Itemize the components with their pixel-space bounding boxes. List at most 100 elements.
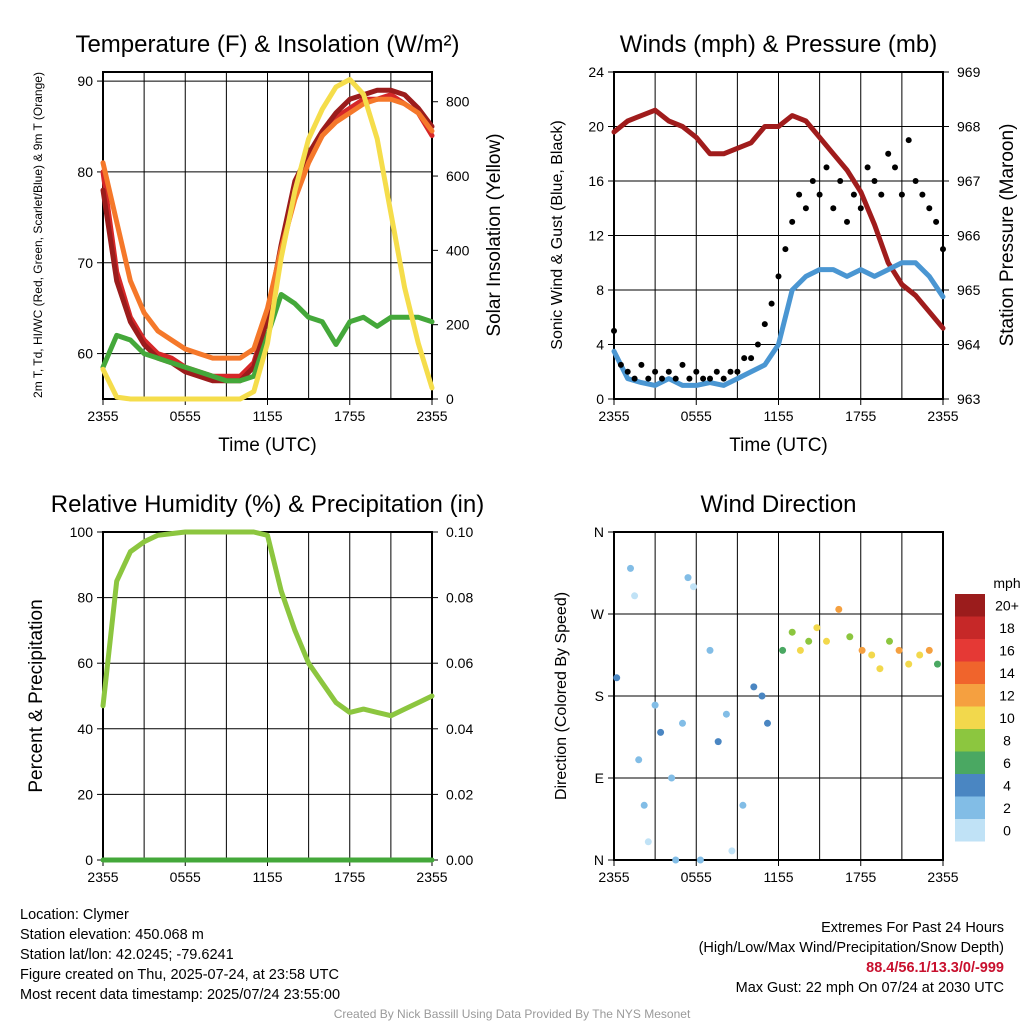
gust-point (631, 375, 638, 382)
gust-point (837, 178, 844, 184)
gust-point (775, 273, 782, 280)
created-text: Figure created on Thu, 2025-07-24, at 23… (20, 967, 339, 983)
series-line (100, 96, 435, 361)
gust-point (693, 368, 700, 375)
series-line (100, 529, 435, 719)
direction-point (858, 646, 866, 654)
y2-tick-label: 0.06 (446, 655, 473, 671)
chart-title: Temperature (F) & Insolation (W/m²) (75, 31, 459, 58)
extremes-subtitle: (High/Low/Max Wind/Precipitation/Snow De… (698, 940, 1004, 956)
colorbar-swatch (955, 796, 985, 819)
direction-point (868, 651, 876, 659)
extremes-title: Extremes For Past 24 Hours (821, 920, 1004, 936)
direction-point (876, 665, 884, 673)
y2-tick-label: 965 (957, 282, 981, 298)
speed-colorbar: mph 20+ 18 16 14 12 10 8 6 4 2 0 (955, 575, 1021, 842)
y2-tick-label: 966 (957, 228, 981, 244)
gust-point (645, 375, 652, 382)
gust-point (789, 218, 796, 225)
colorbar-swatch (955, 639, 985, 662)
y2-tick-label: 600 (446, 168, 470, 184)
direction-point (779, 646, 787, 654)
gust-point (864, 164, 871, 171)
credit-text: Created By Nick Bassill Using Data Provi… (333, 1007, 691, 1021)
y2-tick-label: 969 (957, 64, 981, 80)
direction-point (679, 719, 686, 727)
gust-point (727, 368, 734, 375)
gust-point (611, 327, 617, 334)
gust-point (700, 375, 707, 382)
y-tick-label: 80 (77, 590, 93, 606)
latlon-text: Station lat/lon: 42.0245; -79.6241 (20, 947, 234, 963)
direction-point (657, 728, 665, 736)
x-tick-label: 1755 (845, 869, 876, 885)
direction-point (813, 624, 821, 632)
y2-tick-label: 968 (957, 119, 981, 135)
plot-border (613, 71, 944, 400)
gust-point (665, 368, 672, 375)
direction-point (925, 646, 933, 654)
direction-point (684, 574, 692, 582)
x-axis-label: Time (UTC) (729, 435, 828, 456)
gust-point (652, 368, 659, 375)
extremes-values: 88.4/56.1/13.3/0/-999 (866, 960, 1004, 976)
x-tick-label: 2355 (416, 869, 447, 885)
chart-title: Winds (mph) & Pressure (mb) (620, 31, 937, 58)
colorbar-swatch (955, 661, 985, 684)
direction-point (728, 847, 736, 855)
colorbar-swatch (955, 774, 985, 797)
direction-point (706, 646, 714, 654)
colorbar-label: 12 (999, 687, 1015, 703)
y-axis-label: Percent & Precipitation (26, 599, 47, 792)
y2-tick-label: 0.08 (446, 590, 473, 606)
y-tick-label: 16 (588, 173, 604, 189)
gust-point (707, 375, 713, 382)
gust-point (617, 361, 624, 368)
plot-border (613, 531, 944, 861)
y-tick-label: 8 (596, 282, 604, 298)
gust-point (857, 205, 864, 212)
direction-point (631, 592, 639, 600)
y2-tick-label: 400 (446, 242, 470, 258)
y-tick-label: 100 (70, 524, 94, 540)
gust-point (809, 178, 816, 184)
direction-point (651, 701, 659, 709)
y2-axis-label: Station Pressure (Maroon) (997, 124, 1018, 347)
y-axis-label: Sonic Wind & Gust (Blue, Black) (549, 120, 566, 349)
gust-point (933, 218, 940, 225)
gust-point (679, 361, 686, 368)
y2-tick-label: 0.00 (446, 852, 473, 868)
x-tick-label: 0555 (681, 869, 712, 885)
x-tick-label: 1155 (252, 408, 282, 424)
gust-point (830, 205, 837, 212)
gust-point (844, 218, 850, 225)
gust-point (892, 164, 898, 171)
y-tick-label: 70 (77, 255, 93, 271)
direction-point (640, 801, 648, 809)
direction-point (668, 774, 676, 782)
direction-point (805, 637, 813, 645)
colorbar-swatch (955, 684, 985, 707)
y-tick-label: 20 (77, 786, 93, 802)
x-axis-label: Time (UTC) (218, 435, 317, 456)
colorbar-label: 10 (999, 710, 1015, 726)
direction-point (722, 710, 730, 718)
elevation-text: Station elevation: 450.068 m (20, 927, 204, 943)
gust-point (912, 178, 919, 184)
colorbar-swatch (955, 616, 985, 639)
y2-tick-label: 0.10 (446, 524, 473, 540)
gust-point (768, 300, 775, 307)
y-tick-label: 4 (596, 337, 604, 353)
y-tick-label: W (591, 606, 605, 622)
x-tick-label: 2355 (927, 869, 958, 885)
gust-point (816, 191, 823, 198)
direction-point (644, 838, 652, 846)
colorbar-label: 6 (1003, 755, 1011, 771)
y-tick-label: E (595, 770, 604, 786)
colorbar-swatch (955, 819, 985, 842)
direction-point (934, 660, 941, 668)
plot-border (102, 71, 433, 400)
max-gust-text: Max Gust: 22 mph On 07/24 at 2030 UTC (735, 980, 1004, 996)
y-tick-label: 80 (77, 164, 93, 180)
x-tick-label: 1155 (763, 408, 793, 424)
